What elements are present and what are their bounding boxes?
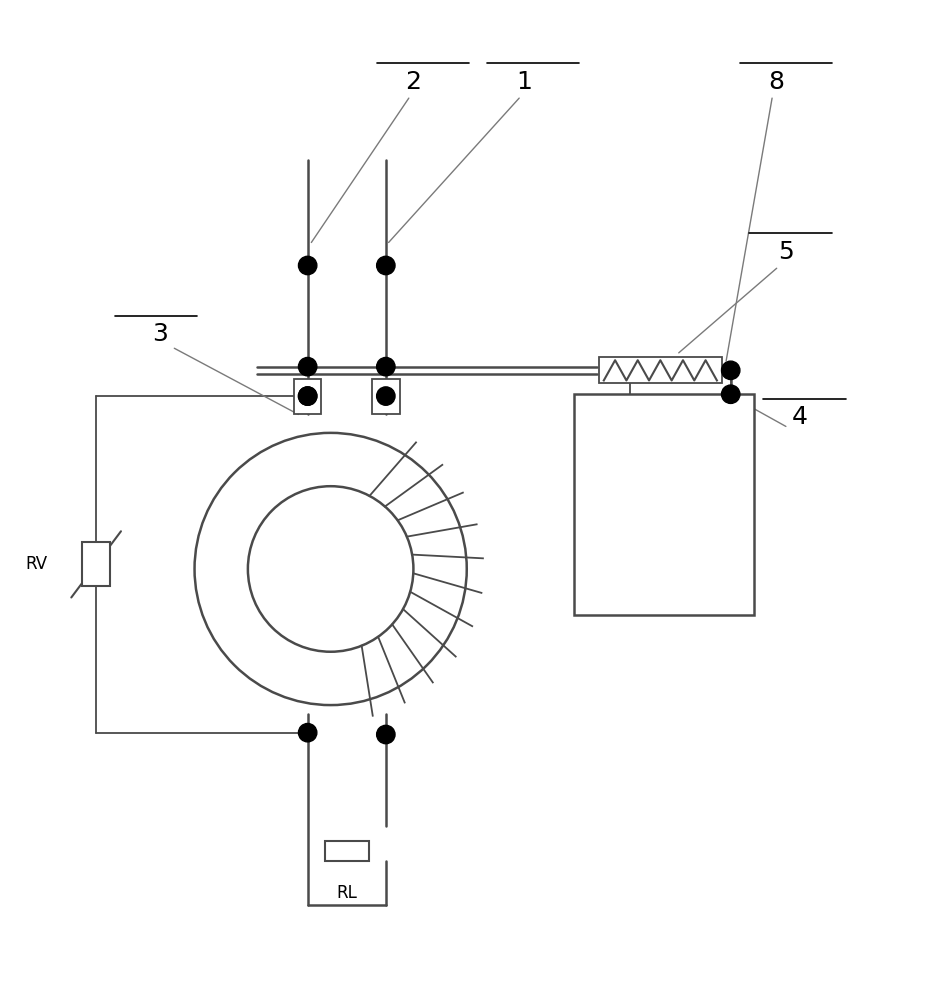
Circle shape xyxy=(376,725,395,744)
Circle shape xyxy=(298,723,316,742)
Circle shape xyxy=(720,361,739,380)
Text: 4: 4 xyxy=(791,405,806,429)
Bar xyxy=(372,379,400,414)
Circle shape xyxy=(376,387,395,405)
Bar xyxy=(83,542,109,586)
Bar xyxy=(599,357,720,383)
Text: 5: 5 xyxy=(777,240,793,264)
Circle shape xyxy=(376,256,395,275)
Circle shape xyxy=(298,387,316,405)
Circle shape xyxy=(720,385,739,403)
Text: RL: RL xyxy=(336,884,357,902)
Circle shape xyxy=(298,357,316,376)
Text: 3: 3 xyxy=(152,322,169,346)
Bar xyxy=(324,841,368,861)
Text: 1: 1 xyxy=(515,70,531,94)
Circle shape xyxy=(298,256,316,275)
Circle shape xyxy=(376,357,395,376)
Bar xyxy=(294,379,321,414)
Circle shape xyxy=(298,387,316,405)
Text: RV: RV xyxy=(25,555,47,573)
Bar xyxy=(574,394,753,615)
Text: 8: 8 xyxy=(768,70,784,94)
Text: 2: 2 xyxy=(405,70,421,94)
